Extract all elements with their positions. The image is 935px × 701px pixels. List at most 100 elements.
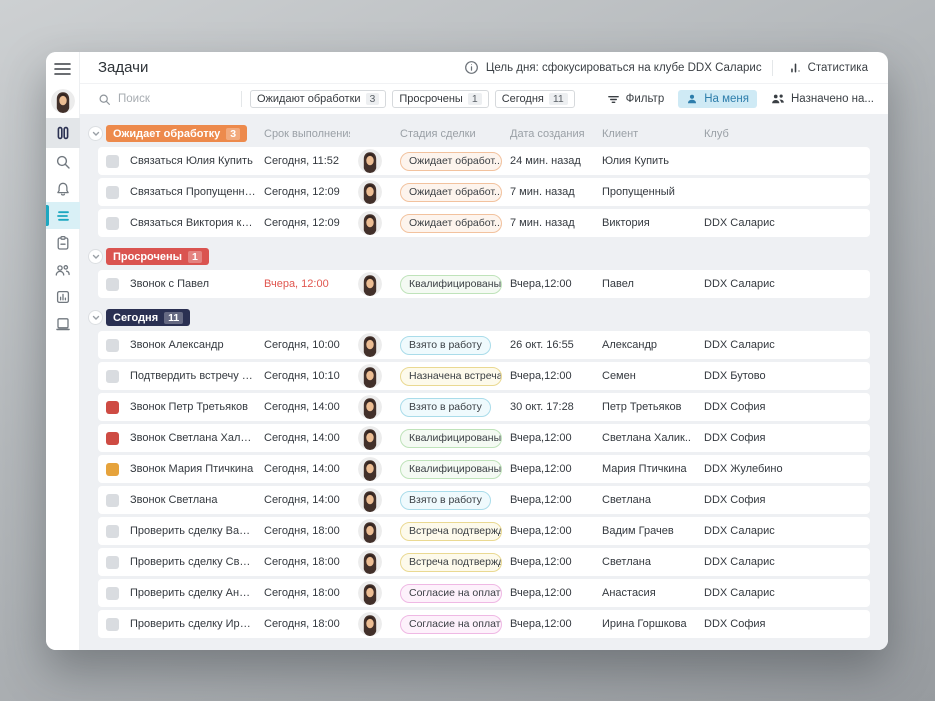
avatar — [358, 395, 382, 419]
table-row[interactable]: Звонок Мария Птичкина Сегодня, 14:00 Ква… — [98, 455, 870, 483]
hamburger-menu-icon[interactable] — [46, 54, 80, 84]
avatar — [358, 457, 382, 481]
section-header: Просрочены 1 — [98, 246, 870, 267]
tab-today[interactable]: Сегодня 11 — [494, 90, 575, 108]
row-checkbox[interactable] — [106, 431, 119, 445]
table-row[interactable]: Связаться Пропущенный Сегодня, 12:09 Ожи… — [98, 178, 870, 206]
task-due: Сегодня, 10:10 — [264, 370, 340, 382]
table-row[interactable]: Проверить сделку Вадим Гр... Сегодня, 18… — [98, 517, 870, 545]
filter-button[interactable]: Фильтр — [607, 93, 664, 106]
on-me-label: На меня — [704, 93, 749, 105]
task-name: Подтвердить встречу Семен — [130, 370, 256, 382]
row-checkbox[interactable] — [106, 277, 119, 291]
avatar — [358, 519, 382, 543]
section-badge[interactable]: Просрочены 1 — [106, 248, 209, 265]
toolbar: Ожидают обработки 3 Просрочены 1 Сегодня… — [80, 84, 888, 114]
sidebar-item-search[interactable] — [46, 148, 80, 175]
task-due: Сегодня, 12:09 — [264, 217, 340, 229]
client-link[interactable]: Светлана Халик.. — [602, 432, 691, 444]
table-row[interactable]: Звонок Светлана Сегодня, 14:00 Взято в р… — [98, 486, 870, 514]
created-date: 7 мин. назад — [510, 186, 575, 198]
row-checkbox[interactable] — [106, 493, 119, 507]
sidebar-profile-avatar[interactable] — [46, 84, 80, 118]
sidebar-item-clipboard[interactable] — [46, 229, 80, 256]
search-icon — [98, 93, 111, 106]
client-link[interactable]: Виктория — [602, 217, 650, 229]
task-due: Сегодня, 18:00 — [264, 556, 340, 568]
avatar — [50, 89, 75, 113]
client-link[interactable]: Семен — [602, 370, 636, 382]
tab-awaiting-processing[interactable]: Ожидают обработки 3 — [250, 90, 387, 108]
client-link[interactable]: Юлия Купить — [602, 155, 669, 167]
client-link[interactable]: Пропущенный — [602, 186, 675, 198]
main-area: Задачи Цель дня: сфокусироваться на клуб… — [80, 52, 888, 650]
sidebar-item-tasks[interactable] — [46, 202, 80, 229]
task-name: Проверить сделку Светлана — [130, 556, 256, 568]
tab-overdue[interactable]: Просрочены 1 — [392, 90, 489, 108]
sidebar-item-knowledge-base[interactable] — [46, 310, 80, 337]
created-date: 7 мин. назад — [510, 217, 575, 229]
row-checkbox[interactable] — [106, 524, 119, 538]
created-date: 30 окт. 17:28 — [510, 401, 574, 413]
statistics-button[interactable]: Статистика — [783, 58, 874, 77]
task-due: Сегодня, 18:00 — [264, 587, 340, 599]
search-input[interactable] — [118, 93, 218, 105]
sidebar-item-clients[interactable] — [46, 256, 80, 283]
sidebar-item-statistics[interactable] — [46, 283, 80, 310]
client-link[interactable]: Петр Третьяков — [602, 401, 682, 413]
table-row[interactable]: Проверить сделку Анастасия Сегодня, 18:0… — [98, 579, 870, 607]
sidebar-item-notifications[interactable] — [46, 175, 80, 202]
collapse-section-button[interactable] — [88, 310, 103, 325]
row-checkbox[interactable] — [106, 617, 119, 631]
assigned-to-button[interactable]: Назначено на... — [771, 93, 874, 105]
avatar — [358, 149, 382, 173]
row-checkbox[interactable] — [106, 216, 119, 230]
table-row[interactable]: Проверить сделку Светлана Сегодня, 18:00… — [98, 548, 870, 576]
client-link[interactable]: Светлана — [602, 494, 651, 506]
collapse-section-button[interactable] — [88, 126, 103, 141]
row-checkbox[interactable] — [106, 555, 119, 569]
row-checkbox[interactable] — [106, 400, 119, 414]
client-link[interactable]: Ирина Горшкова — [602, 618, 687, 630]
section-title: Просрочены — [113, 250, 183, 263]
section-overdue: Просрочены 1 Звонок с Павел Вчера, 12:00… — [88, 246, 870, 298]
stage-badge: Квалифицированы — [400, 274, 502, 294]
table-row[interactable]: Проверить сделку Ирина Го... Сегодня, 18… — [98, 610, 870, 638]
client-link[interactable]: Мария Птичкина — [602, 463, 687, 475]
client-link[interactable]: Павел — [602, 278, 634, 290]
table-row[interactable]: Подтвердить встречу Семен Сегодня, 10:10… — [98, 362, 870, 390]
sidebar-item-kanban[interactable] — [46, 118, 80, 148]
sidebar — [46, 52, 80, 650]
row-checkbox[interactable] — [106, 462, 119, 476]
row-checkbox[interactable] — [106, 185, 119, 199]
task-name: Звонок Мария Птичкина — [130, 463, 254, 475]
row-checkbox[interactable] — [106, 154, 119, 168]
client-link[interactable]: Светлана — [602, 556, 651, 568]
collapse-section-button[interactable] — [88, 249, 103, 264]
stage-badge: Назначена встреча — [400, 366, 502, 386]
avatar — [358, 612, 382, 636]
row-checkbox[interactable] — [106, 586, 119, 600]
search-box[interactable] — [98, 93, 233, 106]
row-checkbox[interactable] — [106, 338, 119, 352]
table-row[interactable]: Связаться Виктория купить Сегодня, 12:09… — [98, 209, 870, 237]
task-name: Звонок с Павел — [130, 278, 210, 290]
avatar — [358, 581, 382, 605]
on-me-toggle[interactable]: На меня — [678, 90, 757, 108]
row-checkbox[interactable] — [106, 369, 119, 383]
table-row[interactable]: Связаться Юлия Купить Сегодня, 11:52 Ожи… — [98, 147, 870, 175]
table-row[interactable]: Звонок Петр Третьяков Сегодня, 14:00 Взя… — [98, 393, 870, 421]
client-link[interactable]: Александр — [602, 339, 658, 351]
section-badge[interactable]: Ожидает обработку 3 — [106, 125, 248, 142]
avatar — [358, 426, 382, 450]
club-name: DDX София — [704, 618, 766, 630]
client-link[interactable]: Вадим Грачев — [602, 525, 674, 537]
club-name: DDX София — [704, 401, 766, 413]
table-row[interactable]: Звонок Светлана Халикова Сегодня, 14:00 … — [98, 424, 870, 452]
client-link[interactable]: Анастасия — [602, 587, 656, 599]
stage-badge: Согласие на оплату... — [400, 614, 502, 634]
table-row[interactable]: Звонок Александр Сегодня, 10:00 Взято в … — [98, 331, 870, 359]
tab-count: 1 — [467, 93, 482, 105]
section-badge[interactable]: Сегодня 11 — [106, 309, 191, 326]
table-row[interactable]: Звонок с Павел Вчера, 12:00 Квалифициров… — [98, 270, 870, 298]
